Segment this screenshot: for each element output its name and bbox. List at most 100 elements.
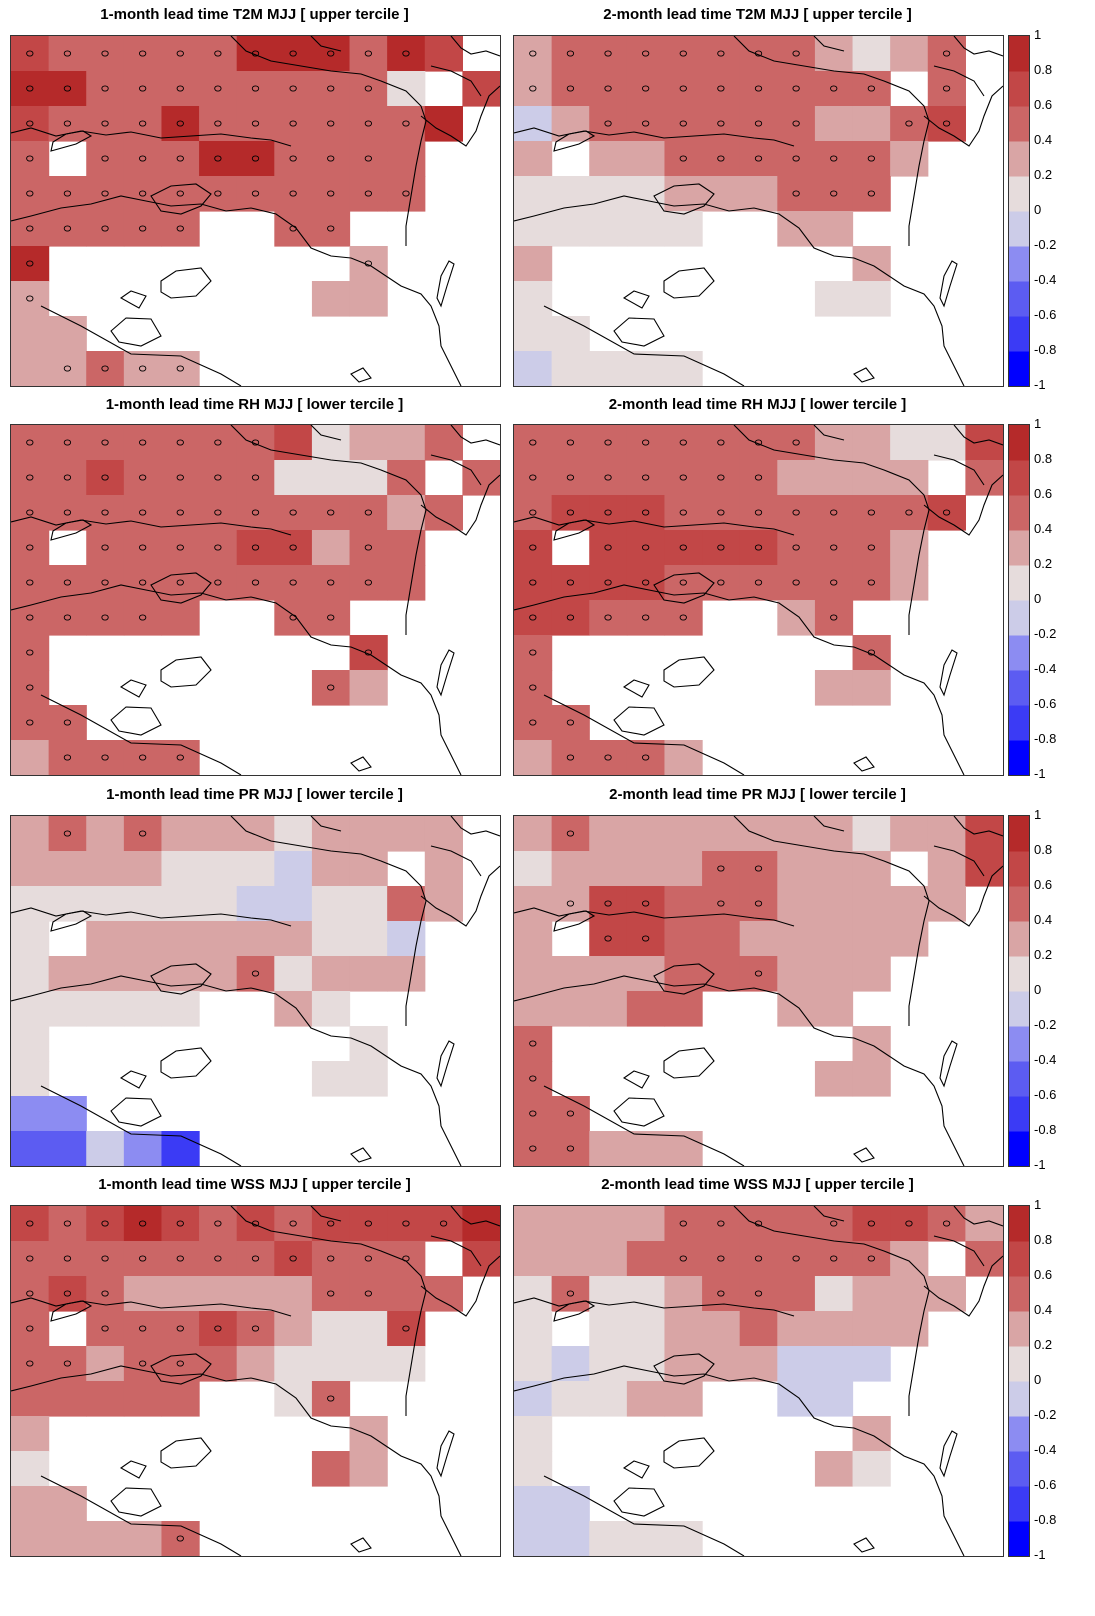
significance-marker	[214, 155, 222, 162]
grid-cell	[589, 816, 628, 852]
grid-cell	[86, 1521, 125, 1556]
colorbar-tick-label: 0.6	[1034, 97, 1053, 112]
colorbar-tick-label: 0	[1034, 202, 1042, 217]
grid-cell	[11, 1096, 50, 1132]
colorbar-tick-label: 1	[1034, 807, 1042, 822]
grid-cell	[387, 816, 426, 852]
coastline-path	[310, 36, 342, 52]
grid-cell	[123, 740, 163, 775]
significance-marker	[867, 649, 875, 656]
map-panel	[513, 35, 1004, 387]
coastline-path	[514, 127, 795, 147]
panel-title: 1-month lead time WSS MJJ [ upper tercil…	[98, 1176, 411, 1193]
grid-cell	[626, 351, 666, 386]
colorbar-segment	[1009, 281, 1029, 317]
grid-cell	[48, 425, 87, 461]
grid-cell	[777, 921, 816, 957]
grid-cell	[311, 670, 351, 706]
coastline-path	[350, 1537, 372, 1553]
significance-marker	[754, 1290, 763, 1297]
significance-marker	[830, 544, 838, 551]
significance-marker	[364, 1290, 372, 1297]
grid-cell	[48, 816, 87, 852]
grid-cell	[86, 1346, 125, 1382]
grid-cell	[123, 1381, 163, 1417]
significance-marker	[402, 1255, 410, 1262]
significance-marker	[327, 225, 335, 232]
coastline-path	[11, 127, 292, 147]
significance-marker	[529, 649, 537, 656]
significance-marker	[679, 439, 687, 446]
significance-marker	[63, 1255, 72, 1262]
significance-marker	[176, 439, 184, 446]
significance-marker	[138, 1325, 147, 1332]
grid-cell	[11, 351, 50, 386]
coastline-path	[436, 1430, 455, 1478]
grid-cell	[514, 460, 553, 496]
grid-cell	[424, 425, 463, 461]
grid-cell	[462, 1241, 500, 1277]
significance-marker	[251, 85, 260, 92]
significance-marker	[214, 474, 222, 481]
map-panel	[513, 1205, 1004, 1557]
grid-cell	[739, 495, 778, 531]
grid-cell	[739, 106, 778, 142]
grid-cell	[514, 1311, 553, 1347]
grid-cell	[739, 36, 778, 72]
colorbar-segment	[1009, 886, 1029, 922]
grid-cell	[123, 1521, 163, 1556]
significance-marker	[604, 439, 612, 446]
coastline-path	[119, 1070, 147, 1089]
significance-marker	[604, 120, 612, 127]
coastline-path	[119, 679, 147, 698]
significance-marker	[176, 155, 184, 162]
grid-cell	[626, 740, 666, 775]
grid-cell	[387, 1206, 426, 1242]
grid-cell	[123, 351, 163, 386]
significance-marker	[26, 120, 34, 127]
panel-title: 2-month lead time WSS MJJ [ upper tercil…	[601, 1176, 914, 1193]
significance-marker	[138, 120, 147, 127]
grid-cell	[48, 1096, 87, 1132]
colorbar-tick-label: 0.8	[1034, 62, 1053, 77]
significance-marker	[754, 509, 763, 516]
coastline-path	[622, 290, 650, 309]
colorbar-tick-label: 0.4	[1034, 521, 1053, 536]
coastline-path	[160, 1047, 212, 1079]
grid-cell	[199, 71, 238, 107]
grid-cell	[626, 425, 666, 461]
grid-cell	[123, 886, 163, 922]
grid-cell	[626, 1276, 666, 1312]
grid-cell	[664, 351, 703, 386]
grid-cell	[86, 816, 125, 852]
significance-marker	[63, 719, 72, 726]
grid-cell	[161, 565, 200, 601]
grid-cell	[777, 71, 816, 107]
significance-marker	[717, 474, 725, 481]
grid-cell	[161, 530, 200, 566]
significance-marker	[63, 190, 72, 197]
grid-cell	[514, 1486, 553, 1522]
grid-cell	[777, 886, 816, 922]
significance-marker	[26, 474, 34, 481]
grid-cell	[626, 1381, 666, 1417]
coastline-path	[939, 649, 958, 697]
grid-cell	[514, 1346, 553, 1382]
grid-cell	[199, 565, 238, 601]
significance-marker	[327, 1395, 335, 1402]
grid-cell	[626, 816, 666, 852]
significance-marker	[327, 1290, 335, 1297]
coastline-path	[150, 183, 212, 215]
grid-cell	[311, 176, 351, 212]
grid-cell	[702, 1311, 741, 1347]
coastline-path	[50, 130, 93, 152]
significance-marker	[101, 579, 109, 586]
grid-cell	[11, 281, 50, 317]
significance-marker	[679, 1255, 687, 1262]
grid-cell	[664, 425, 703, 461]
coastline-path	[853, 756, 875, 772]
significance-marker	[176, 365, 184, 372]
grid-cell	[852, 246, 891, 282]
grid-cell	[702, 851, 741, 887]
coastline-path	[514, 975, 965, 1166]
